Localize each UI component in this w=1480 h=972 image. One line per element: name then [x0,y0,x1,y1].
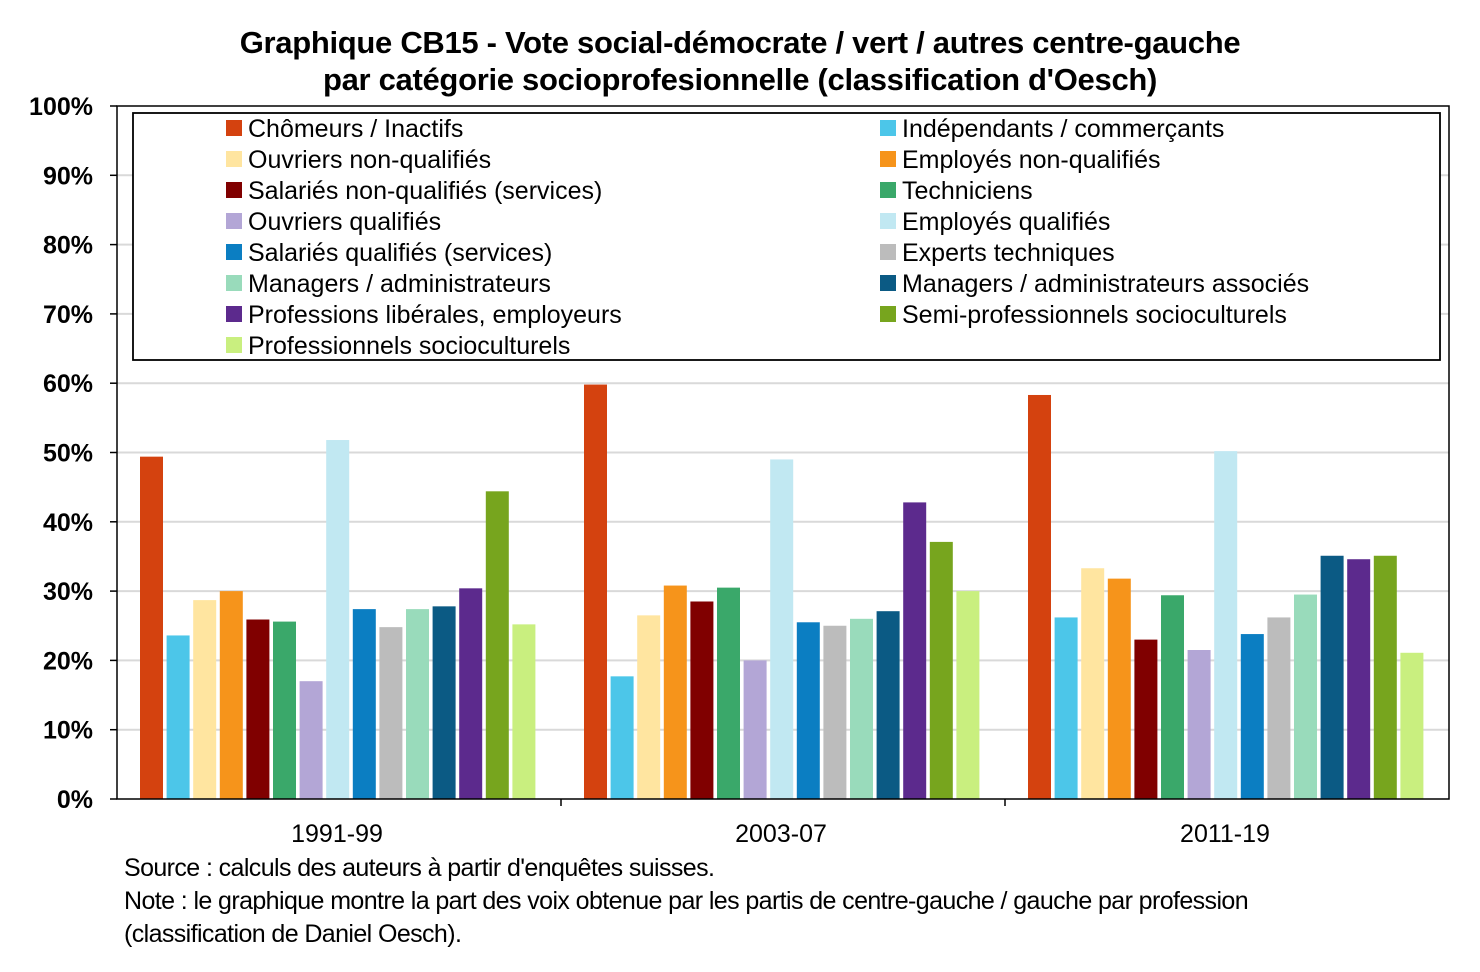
bar [1187,650,1211,799]
legend-swatch [880,182,896,198]
legend-label: Salariés non-qualifiés (services) [248,177,602,205]
legend-swatch [880,306,896,322]
bar [1240,634,1264,799]
bar [512,624,536,799]
bar [459,588,483,799]
legend-swatch [880,275,896,291]
legend-label: Managers / administrateurs associés [902,270,1309,298]
bar [1081,568,1105,799]
bar [1134,639,1158,799]
note-line-1: Note : le graphique montre la part des v… [124,887,1249,915]
bar [166,635,190,799]
note-line-2: (classification de Daniel Oesch). [124,920,462,948]
bar [352,609,376,799]
bar [432,606,456,799]
legend-label: Chômeurs / Inactifs [248,115,463,143]
bar [193,600,217,799]
source-text: Source : calculs des auteurs à partir d'… [124,854,715,882]
bar [903,502,927,799]
y-tick-label: 100% [29,93,93,121]
bar [1054,617,1078,799]
bar [610,676,634,799]
y-tick-label: 50% [43,440,93,468]
bar [140,456,163,799]
legend-swatch [226,275,242,291]
legend-swatch [226,120,242,136]
y-tick-label: 30% [43,578,93,606]
bar [770,459,794,799]
x-tick-label: 2011-19 [1180,820,1270,848]
bar [743,660,767,799]
legend-swatch [226,151,242,167]
bar [584,384,607,799]
bar [956,591,980,799]
bar [796,622,820,799]
bar [1214,451,1238,799]
bar [663,585,687,799]
bar [1400,652,1424,799]
bar [1347,559,1371,799]
legend-swatch [880,213,896,229]
legend-swatch [880,120,896,136]
legend-label: Ouvriers non-qualifiés [248,146,491,174]
chart-title: Graphique CB15 - Vote social-démocrate /… [0,24,1480,98]
legend-label: Employés qualifiés [902,208,1110,236]
y-tick-label: 60% [43,370,93,398]
bar [1294,594,1317,799]
legend-label: Employés non-qualifiés [902,146,1160,174]
bar [1028,394,1051,799]
bar [273,621,296,799]
legend-label: Techniciens [902,177,1033,205]
legend-swatch [880,151,896,167]
legend-swatch [226,244,242,260]
chart-title-line-1: Graphique CB15 - Vote social-démocrate /… [239,25,1241,60]
bar [379,627,403,799]
bar [1267,617,1291,799]
legend [132,112,1441,361]
bar [690,601,714,799]
bar [850,618,873,799]
y-tick-label: 20% [43,647,93,675]
bar [246,619,270,799]
legend-label: Professions libérales, employeurs [248,301,622,329]
bar [299,681,323,799]
legend-swatch [226,213,242,229]
bar [219,591,243,799]
legend-swatch [226,182,242,198]
y-tick-label: 10% [43,717,93,745]
legend-label: Ouvriers qualifiés [248,208,441,236]
bar [326,440,350,799]
bar [1373,555,1397,799]
bar [876,611,900,799]
bar [637,615,661,799]
legend-swatch [880,244,896,260]
legend-swatch [226,337,242,353]
y-tick-label: 80% [43,232,93,260]
bar [1107,578,1131,799]
legend-label: Professionnels socioculturels [248,332,570,360]
legend-label: Salariés qualifiés (services) [248,239,552,267]
y-tick-label: 0% [57,786,93,814]
legend-label: Semi-professionnels socioculturels [902,301,1287,329]
chart-title-line-2: par catégorie socioprofesionnelle (class… [322,62,1158,97]
chart-notes: Source : calculs des auteurs à partir d'… [124,852,1249,951]
x-tick-label: 1991-99 [291,820,383,848]
bar [823,625,847,799]
y-tick-label: 70% [43,301,93,329]
y-tick-label: 90% [43,162,93,190]
legend-label: Experts techniques [902,239,1115,267]
bar [1320,555,1344,799]
x-tick-label: 2003-07 [735,820,827,848]
bar [717,587,740,799]
bar [406,609,429,799]
y-tick-label: 40% [43,509,93,537]
legend-label: Indépendants / commerçants [902,115,1224,143]
bar [1161,595,1184,799]
bar [485,491,509,799]
legend-label: Managers / administrateurs [248,270,551,298]
legend-swatch [226,306,242,322]
bar [929,541,953,799]
plot-border [116,105,1450,800]
